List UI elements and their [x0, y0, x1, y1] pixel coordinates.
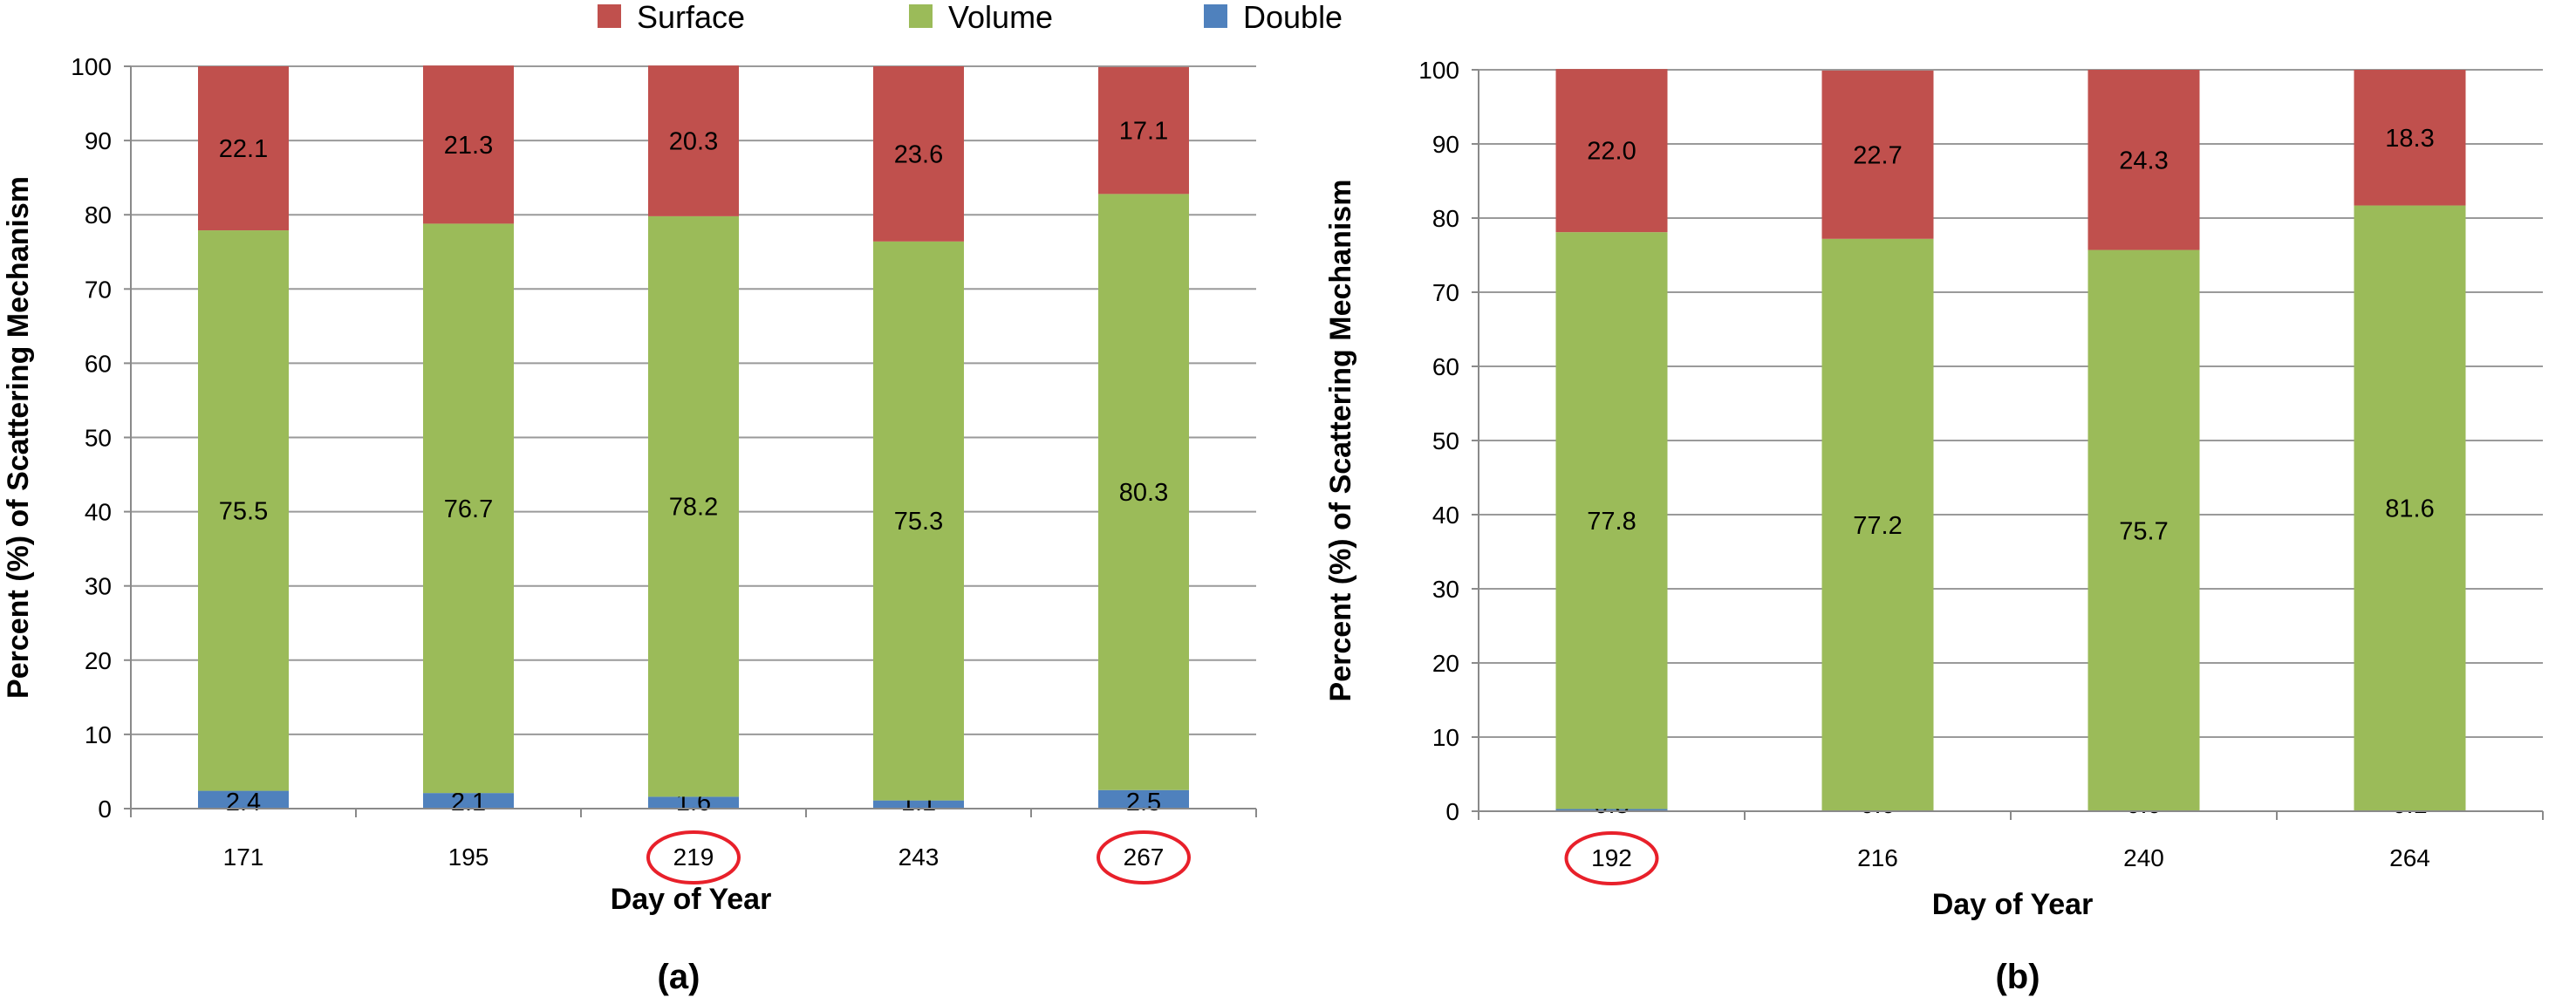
data-label-volume-171: 75.5 [219, 497, 268, 525]
data-label-volume-243: 75.3 [894, 508, 943, 536]
data-label-surface-216: 22.7 [1853, 141, 1902, 169]
x-axis-title: Day of Year [611, 883, 772, 916]
data-label-volume-240: 75.7 [2119, 517, 2168, 545]
legend-swatch-volume [909, 4, 933, 28]
data-label-surface-192: 22.0 [1587, 138, 1636, 166]
y-tick-label-0: 0 [1445, 798, 1459, 825]
y-tick-label-100: 100 [71, 53, 112, 80]
y-tick-label-70: 70 [1432, 279, 1459, 306]
y-tick-label-50: 50 [1432, 427, 1459, 454]
data-label-surface-171: 22.1 [219, 135, 268, 163]
legend-swatch-double [1204, 4, 1227, 28]
y-axis-title: Percent (%) of Scattering Mechanism [1324, 180, 1357, 702]
x-tick-label-195: 195 [448, 843, 489, 871]
x-tick-label-219: 219 [673, 843, 714, 871]
x-tick-label-267: 267 [1124, 843, 1165, 871]
y-tick-label-40: 40 [85, 499, 112, 526]
y-tick-label-20: 20 [85, 647, 112, 674]
data-label-volume-267: 80.3 [1119, 479, 1168, 507]
data-label-surface-264: 18.3 [2385, 125, 2434, 153]
y-tick-label-50: 50 [85, 425, 112, 452]
chart-panel-a: 01020304050607080901002.475.522.11712.17… [2, 53, 1256, 996]
y-tick-label-90: 90 [85, 127, 112, 154]
x-tick-label-192: 192 [1591, 844, 1632, 871]
data-label-volume-195: 76.7 [444, 495, 493, 523]
y-tick-label-90: 90 [1432, 131, 1459, 158]
data-label-volume-219: 78.2 [669, 494, 718, 522]
legend-label-surface: Surface [637, 0, 745, 35]
data-label-double-171: 2.4 [226, 789, 261, 816]
x-tick-label-216: 216 [1857, 844, 1898, 871]
x-tick-label-240: 240 [2123, 844, 2164, 871]
y-tick-label-60: 60 [1432, 353, 1459, 380]
legend: Surface Volume Double [598, 0, 1343, 35]
x-tick-label-243: 243 [899, 843, 940, 871]
data-label-volume-216: 77.2 [1853, 512, 1902, 540]
data-label-surface-240: 24.3 [2119, 147, 2168, 174]
data-label-surface-267: 17.1 [1119, 118, 1168, 146]
panel-label: (a) [658, 958, 700, 996]
legend-label-double: Double [1243, 0, 1343, 35]
y-tick-label-80: 80 [85, 201, 112, 229]
y-tick-label-70: 70 [85, 276, 112, 303]
x-tick-label-171: 171 [223, 843, 264, 871]
panel-label: (b) [1995, 958, 2040, 996]
y-tick-label-100: 100 [1418, 57, 1459, 84]
legend-swatch-surface [598, 4, 621, 28]
chart-panel-b: 01020304050607080901000.377.822.01920.07… [1324, 57, 2543, 996]
y-tick-label-80: 80 [1432, 205, 1459, 232]
y-tick-label-40: 40 [1432, 502, 1459, 529]
y-tick-label-10: 10 [85, 721, 112, 748]
y-tick-label-60: 60 [85, 350, 112, 377]
data-label-surface-219: 20.3 [669, 128, 718, 156]
y-axis-title: Percent (%) of Scattering Mechanism [2, 176, 35, 699]
y-tick-label-20: 20 [1432, 650, 1459, 677]
data-label-volume-192: 77.8 [1587, 508, 1636, 536]
x-tick-label-264: 264 [2389, 844, 2430, 871]
y-tick-label-30: 30 [1432, 576, 1459, 603]
data-label-surface-195: 21.3 [444, 132, 493, 160]
x-axis-title: Day of Year [1932, 888, 2094, 921]
y-tick-label-30: 30 [85, 573, 112, 600]
legend-label-volume: Volume [948, 0, 1053, 35]
y-tick-label-0: 0 [98, 796, 112, 823]
data-label-surface-243: 23.6 [894, 140, 943, 168]
data-label-double-267: 2.5 [1126, 789, 1161, 816]
y-tick-label-10: 10 [1432, 724, 1459, 751]
data-label-volume-264: 81.6 [2385, 495, 2434, 522]
